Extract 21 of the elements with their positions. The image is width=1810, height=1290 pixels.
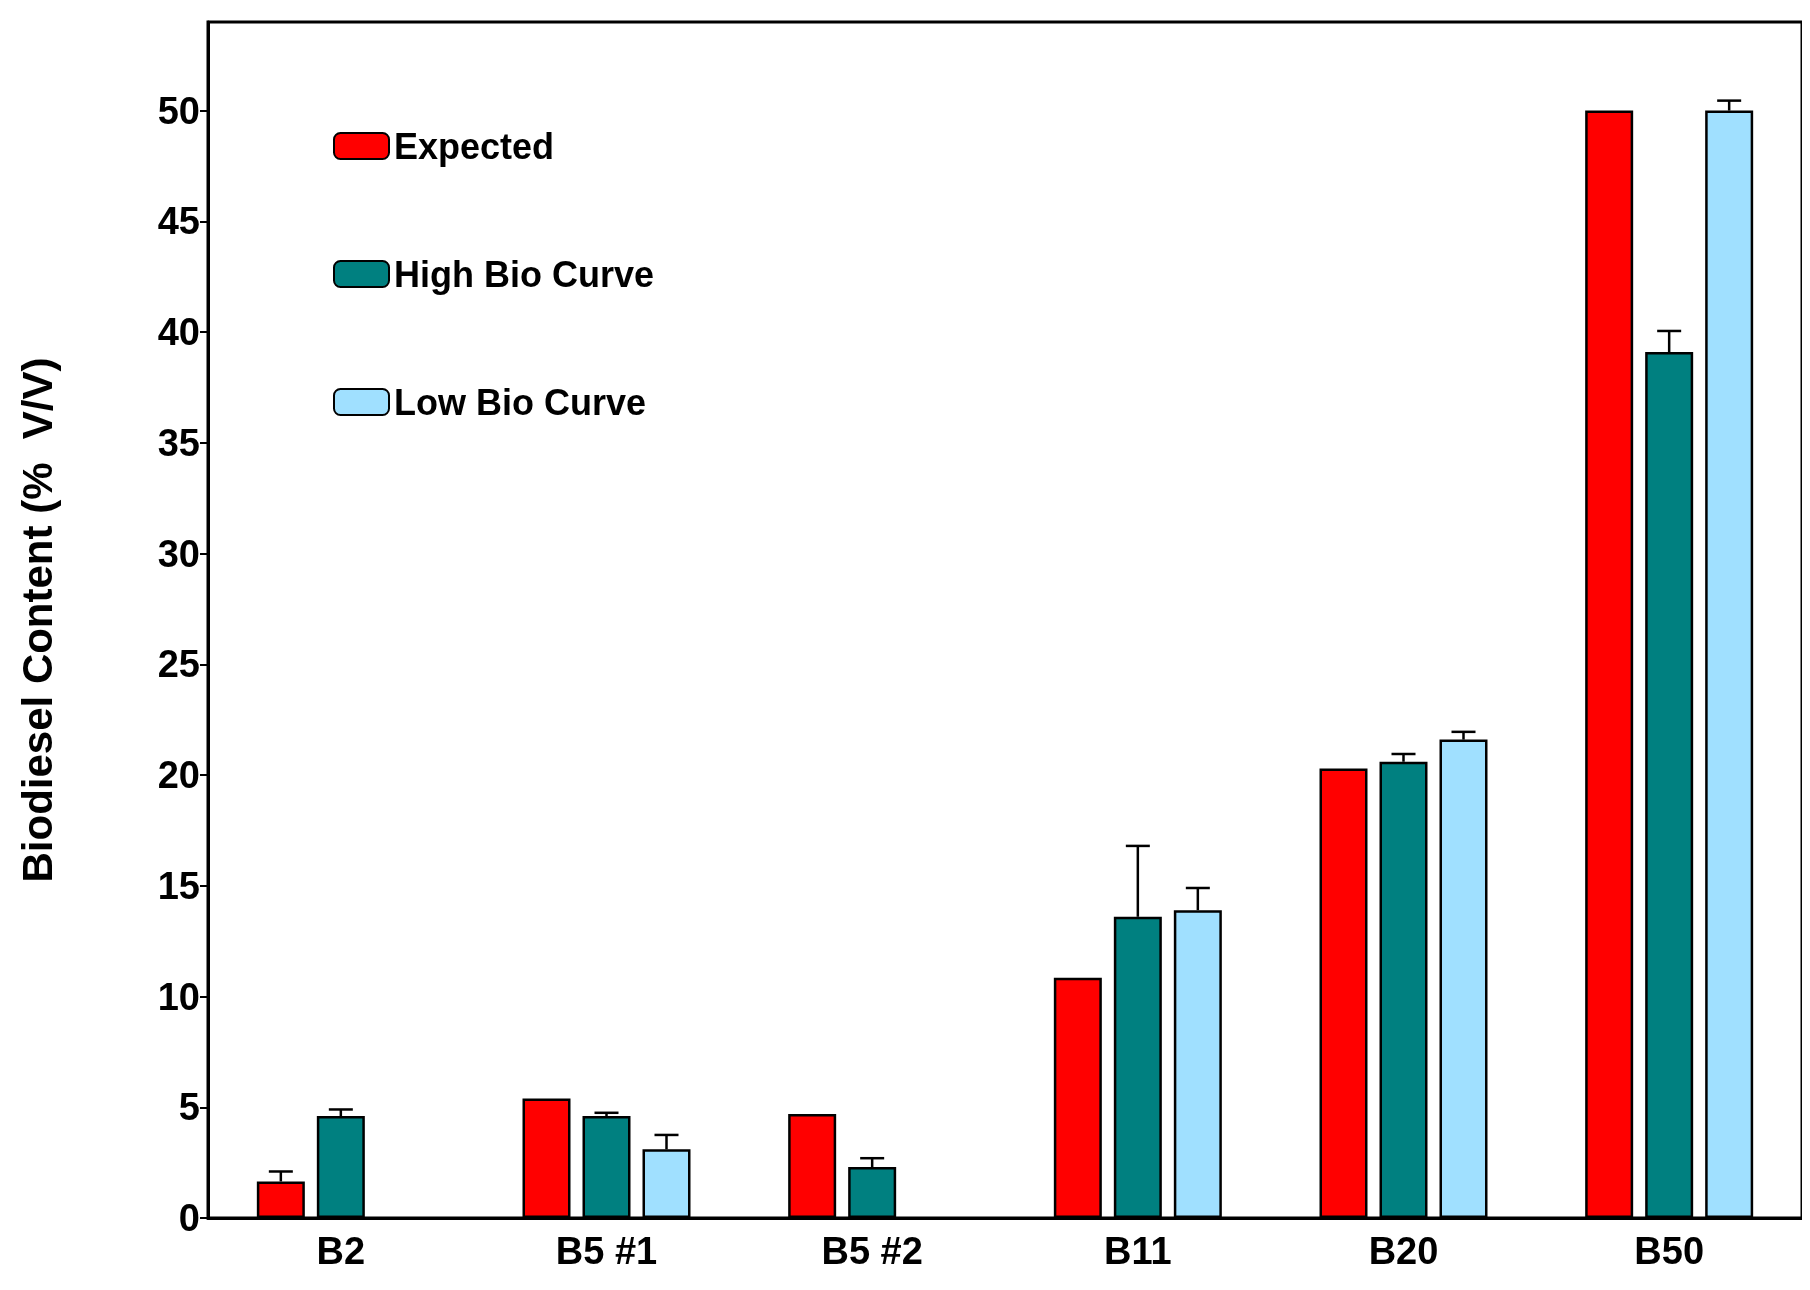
x-tick-label: B2 <box>316 1230 366 1272</box>
y-tick-label: 10 <box>157 975 200 1018</box>
x-tick-label: B5 #2 <box>821 1230 923 1272</box>
y-tick-label: 40 <box>157 311 200 354</box>
y-tick-label: 25 <box>157 643 200 686</box>
x-tick-label: B50 <box>1634 1230 1705 1272</box>
y-tick-label: 0 <box>178 1197 200 1239</box>
x-tick-label: B5 #1 <box>555 1230 658 1272</box>
y-axis-title: Biodiesel Content (% V/V) <box>13 357 61 883</box>
legend-label: High Bio Curve <box>394 253 655 295</box>
y-tick-label: 35 <box>157 421 200 464</box>
y-tick-label: 50 <box>157 89 200 132</box>
x-tick-label: B11 <box>1104 1230 1172 1272</box>
y-tick-label: 30 <box>157 532 200 575</box>
y-tick-label: 15 <box>157 864 200 907</box>
y-tick-label: 20 <box>157 754 200 797</box>
y-tick-label: 45 <box>157 200 200 243</box>
y-tick-label: 5 <box>178 1086 200 1129</box>
legend-label: Low Bio Curve <box>394 381 647 423</box>
x-tick-label: B20 <box>1368 1230 1439 1272</box>
legend-label: Expected <box>394 125 555 167</box>
